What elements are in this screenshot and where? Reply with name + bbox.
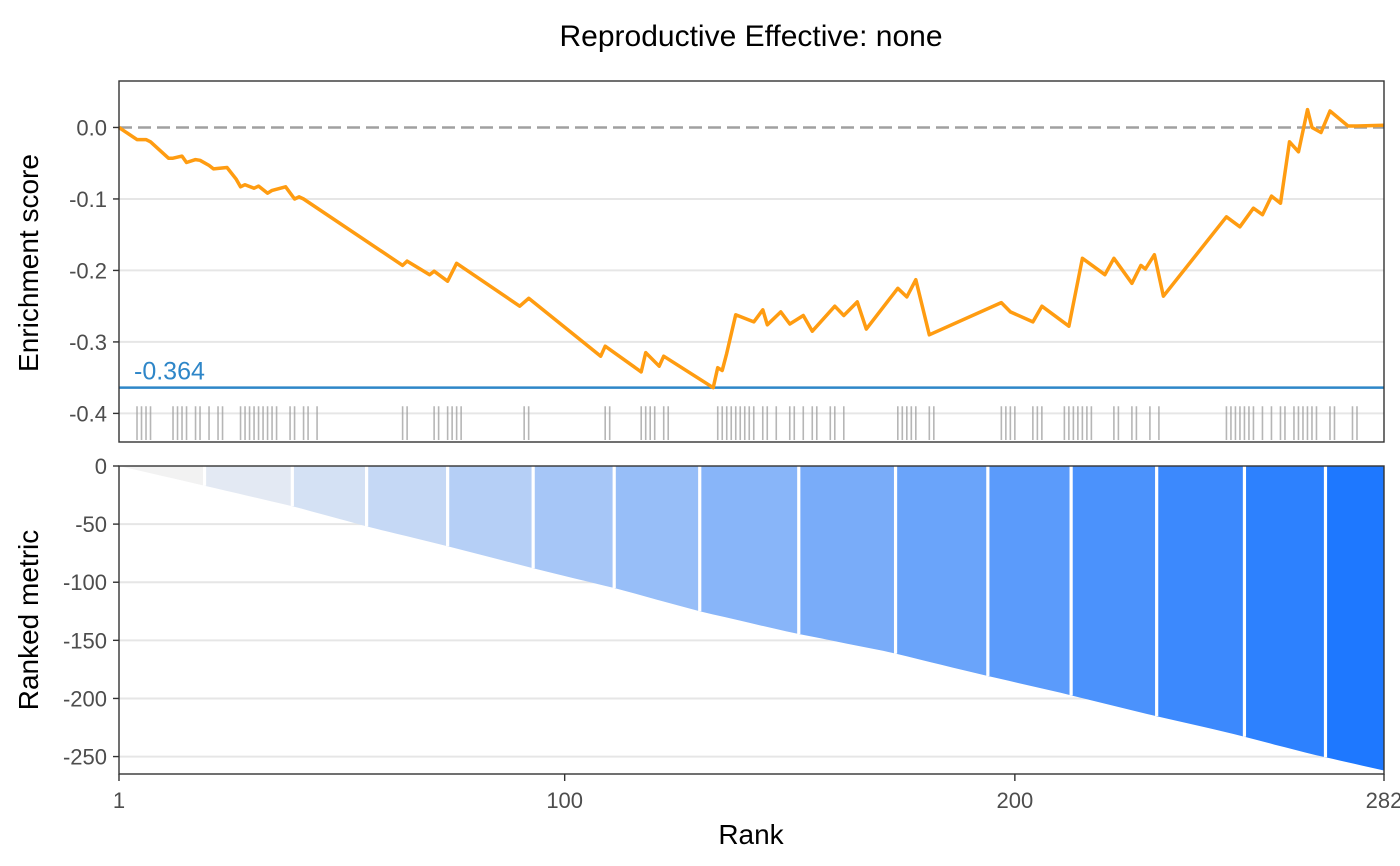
chart-title: Reproductive Effective: none (559, 20, 942, 53)
ranked-band (1156, 466, 1245, 737)
ranked-band (533, 466, 615, 588)
enrichment-gridlines (119, 197, 1384, 415)
ranked-y-tick-label: -50 (75, 512, 107, 537)
min-es-label: -0.364 (134, 358, 205, 386)
x-axis-label: Rank (718, 819, 784, 850)
ranked-y-tick-label: -100 (63, 570, 107, 595)
ranked-y-axis: 0 -50 -100 -150 -200 -250 (63, 454, 119, 770)
ranked-band (292, 466, 367, 527)
enrichment-y-tick-label: 0.0 (76, 115, 107, 140)
enrichment-panel: -0.364 0.0 -0.1 -0.2 -0.3 -0.4 Enrichment sc… (13, 80, 1385, 443)
x-axis: 1 100 200 282 (113, 774, 1400, 813)
enrichment-y-tick-label: -0.2 (69, 258, 107, 283)
enrichment-y-tick-label: -0.1 (69, 187, 107, 212)
ranked-panel: 0 -50 -100 -150 -200 -250 1 100 200 282 Ranked m… (13, 454, 1400, 850)
enrichment-y-tick-label: -0.4 (69, 401, 107, 426)
enrichment-y-axis: 0.0 -0.1 -0.2 -0.3 -0.4 (69, 115, 119, 426)
ranked-band (447, 466, 534, 569)
ranked-band (204, 466, 293, 507)
ranked-band (1071, 466, 1157, 717)
x-tick-label: 200 (996, 788, 1033, 813)
ranked-y-tick-label: -200 (63, 686, 107, 711)
band-separators (202, 466, 1328, 758)
x-tick-label: 282 (1366, 788, 1400, 813)
ranked-y-tick-label: -150 (63, 628, 107, 653)
ranked-band (895, 466, 988, 676)
ranked-band (614, 466, 700, 612)
ranked-band (1325, 466, 1384, 771)
ranked-band (699, 466, 799, 634)
ranked-band (1244, 466, 1326, 758)
ranked-y-tick-label: -250 (63, 745, 107, 770)
ranked-band (366, 466, 448, 547)
ranked-band (119, 466, 205, 486)
es-series-line (118, 107, 1385, 390)
x-tick-label: 100 (546, 788, 583, 813)
ranked-band (987, 466, 1072, 696)
ranked-bands (119, 466, 1384, 771)
enrichment-y-tick-label: -0.3 (69, 330, 107, 355)
ranked-y-label: Ranked metric (13, 530, 44, 711)
ranked-y-tick-label: 0 (95, 454, 107, 479)
ranked-frame (118, 465, 1385, 775)
x-tick-label: 1 (113, 788, 125, 813)
enrichment-frame (118, 80, 1385, 443)
enrichment-y-label: Enrichment score (13, 154, 44, 372)
ranked-band (798, 466, 896, 654)
hit-ticks (136, 406, 1358, 440)
